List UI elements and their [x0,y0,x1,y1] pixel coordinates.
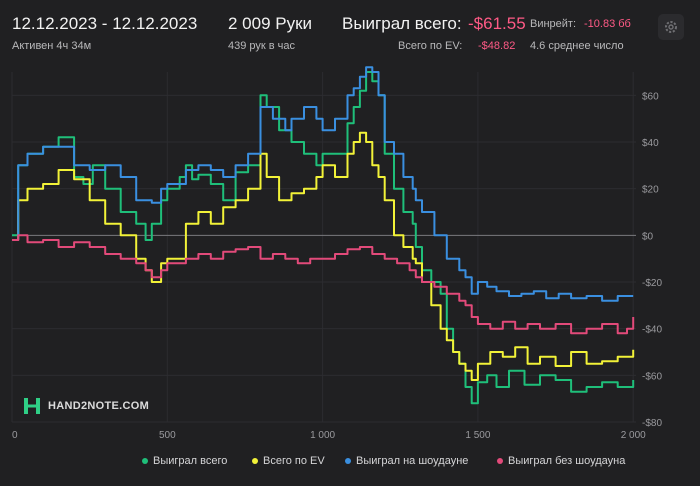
profit-chart: $60 $40 $20 $0 -$20 -$40 -$60 -$80 0 500 1 000 1 50… [11,66,662,441]
chart-area: $60 $40 $20 $0 -$20 -$40 -$60 -$80 0 500 1 000 1 50… [0,60,700,450]
x-tick-label: 1 000 [310,430,335,441]
y-tick-label: -$80 [642,418,662,429]
y-tick-label: -$20 [642,278,662,289]
x-tick-label: 2 000 [621,430,646,441]
legend-label: Выиграл на шоудауне [356,455,469,467]
winrate-label: Винрейт: [530,18,577,30]
average-number: 4.6 среднее число [530,40,624,52]
legend-item-non-showdown[interactable]: Выиграл без шоудауна [497,455,625,467]
date-range[interactable]: 12.12.2023 - 12.12.2023 [12,14,198,33]
hand2note-logo-icon [24,398,40,414]
legend-item-ev[interactable]: Всего по EV [252,455,325,467]
legend-item-showdown[interactable]: Выиграл на шоудауне [345,455,468,467]
hand2note-logo: HAND2NOTE.COM [22,396,149,416]
settings-button[interactable] [658,14,684,40]
active-time: Активен 4ч 34м [12,40,92,52]
legend-label: Всего по EV [263,455,325,467]
won-total-label: Выиграл всего: [342,14,462,33]
legend-dot [497,458,503,464]
series-line-2 [12,66,634,302]
legend-item-won-total[interactable]: Выиграл всего [142,455,227,467]
series-line-0 [12,71,635,405]
ev-value: -$48.82 [478,40,516,52]
hands-per-hour: 439 рук в час [228,40,296,52]
legend-label: Выиграл всего [153,455,228,467]
legend-dot [142,458,148,464]
x-tick-label: 0 [12,430,18,441]
won-total-value: -$61.55 [468,14,526,33]
gear-icon [665,21,677,33]
hands-count: 2 009 Руки [228,14,313,33]
stats-header: 12.12.2023 - 12.12.2023 Активен 4ч 34м 2… [0,0,700,60]
legend-dot [345,458,351,464]
y-tick-label: $20 [642,185,659,196]
series-line-3 [12,234,635,335]
y-tick-label: -$60 [642,371,662,382]
y-tick-label: $0 [642,231,654,242]
winrate-value: -10.83 бб [584,18,631,30]
y-tick-label: $40 [642,138,659,149]
ev-label: Всего по EV: [398,40,463,52]
logo-text: HAND2NOTE.COM [48,400,150,412]
y-tick-label: -$40 [642,325,662,336]
legend-label: Выиграл без шоудауна [508,455,626,467]
chart-legend: Выиграл всего Всего по EV Выиграл на шоу… [0,455,700,475]
y-tick-label: $60 [642,91,659,102]
x-tick-label: 1 500 [465,430,490,441]
legend-dot [252,458,258,464]
x-tick-label: 500 [159,430,176,441]
